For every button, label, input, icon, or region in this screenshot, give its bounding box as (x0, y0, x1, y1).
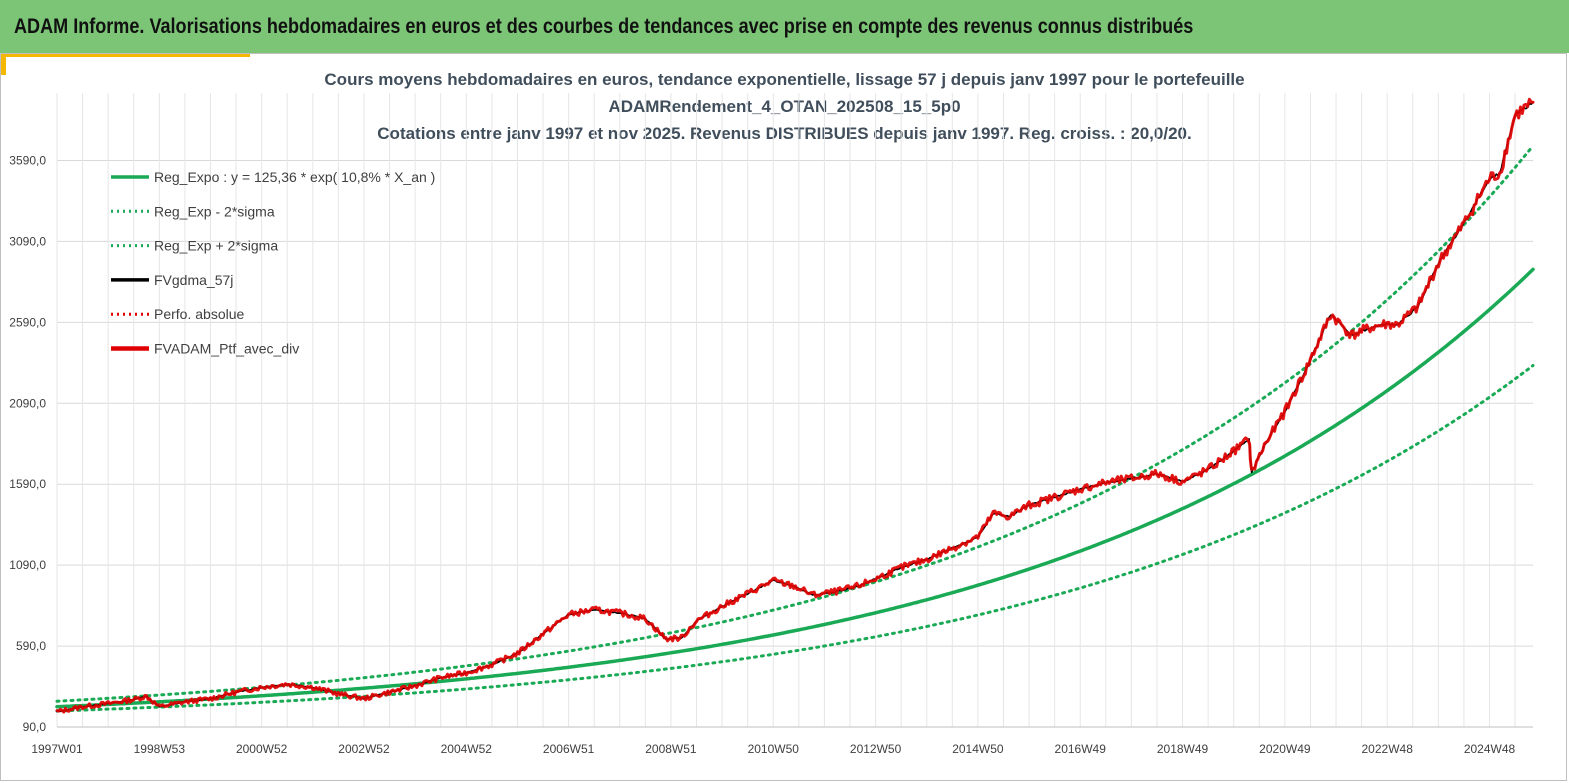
series-line-data-smooth (56, 101, 1534, 713)
x-tick-label: 2020W49 (1259, 742, 1311, 756)
x-tick-label: 2012W50 (850, 742, 902, 756)
legend-label: FVgdma_57j (154, 272, 233, 288)
series-line-reg-low (55, 364, 1535, 713)
series-line-data (55, 97, 1535, 714)
y-tick-label: 3590,0 (9, 154, 46, 168)
axis-labels: 90,0 590,0 1090,0 1590,0 2090,0 2590,0 3090,0 3… (9, 154, 1515, 757)
accent-left-bar (0, 53, 6, 75)
y-tick-label: 1090,0 (9, 558, 46, 572)
y-tick-label: 3090,0 (9, 234, 46, 248)
legend-label: Reg_Exp - 2*sigma (154, 203, 275, 219)
x-tick-label: 1998W53 (134, 742, 186, 756)
y-tick-label: 2090,0 (9, 396, 46, 410)
x-tick-label: 2016W49 (1055, 742, 1107, 756)
accent-bar (0, 53, 250, 57)
y-tick-label: 90,0 (23, 720, 47, 734)
chart-subtitle-2: Cotations entre janv 1997 et nov 2025. R… (377, 124, 1192, 143)
x-tick-label: 2002W52 (338, 742, 390, 756)
legend-label: Reg_Exp + 2*sigma (154, 238, 278, 254)
x-tick-label: 2018W49 (1157, 742, 1209, 756)
y-tick-label: 590,0 (16, 639, 46, 653)
series-line-reg-high (55, 144, 1535, 703)
x-tick-label: 2000W52 (236, 742, 288, 756)
legend-label: FVADAM_Ptf_avec_div (154, 341, 299, 357)
chart-title: Cours moyens hebdomadaires en euros, ten… (324, 70, 1245, 89)
legend-label: Reg_Expo : y = 125,36 * exp( 10,8% * X_a… (154, 169, 435, 185)
x-tick-label: 2008W51 (645, 742, 697, 756)
x-tick-label: 1997W01 (31, 742, 83, 756)
x-tick-label: 2004W52 (441, 742, 493, 756)
series-group (55, 97, 1535, 714)
x-tick-label: 2024W48 (1464, 742, 1516, 756)
x-tick-label: 2006W51 (543, 742, 595, 756)
x-tick-label: 2022W48 (1362, 742, 1414, 756)
x-tick-label: 2014W50 (952, 742, 1004, 756)
page-title: ADAM Informe. Valorisations hebdomadaire… (14, 14, 1194, 38)
legend: Reg_Expo : y = 125,36 * exp( 10,8% * X_a… (111, 169, 435, 357)
series-line-reg (55, 267, 1535, 709)
header-banner: ADAM Informe. Valorisations hebdomadaire… (0, 0, 1569, 53)
legend-label: Perfo. absolue (154, 306, 244, 322)
x-tick-label: 2010W50 (748, 742, 800, 756)
grid (56, 93, 1533, 728)
y-tick-label: 1590,0 (9, 477, 46, 491)
y-tick-label: 2590,0 (9, 315, 46, 329)
